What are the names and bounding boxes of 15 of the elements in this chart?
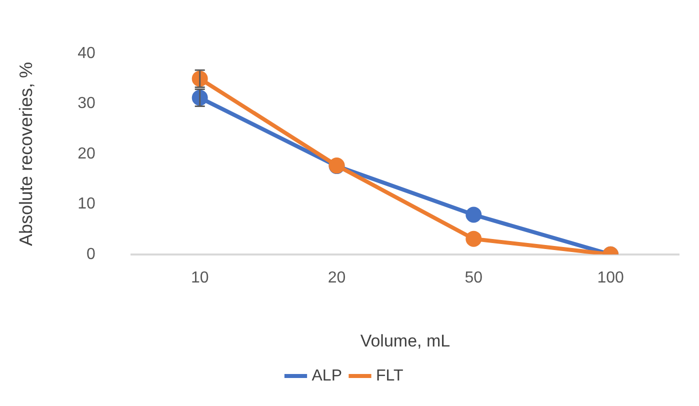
point (466, 206, 482, 223)
x-axis-title: Volume, mL (360, 331, 450, 350)
y-tick-label: 30 (78, 95, 96, 112)
x-tick-label: 20 (328, 269, 346, 286)
point (466, 230, 482, 247)
y-tick-label: 20 (78, 145, 96, 162)
legend-label: ALP (312, 367, 342, 384)
y-tick-label: 40 (78, 45, 96, 62)
x-tick-label: 50 (464, 269, 483, 286)
x-tick-label: 10 (190, 269, 209, 286)
y-tick-label: 10 (78, 196, 96, 213)
legend-label: FLT (376, 367, 404, 384)
y-axis-title: Absolute recoveries, % (16, 62, 36, 246)
y-tick-label: 0 (86, 246, 96, 263)
x-tick-label: 100 (597, 269, 624, 286)
